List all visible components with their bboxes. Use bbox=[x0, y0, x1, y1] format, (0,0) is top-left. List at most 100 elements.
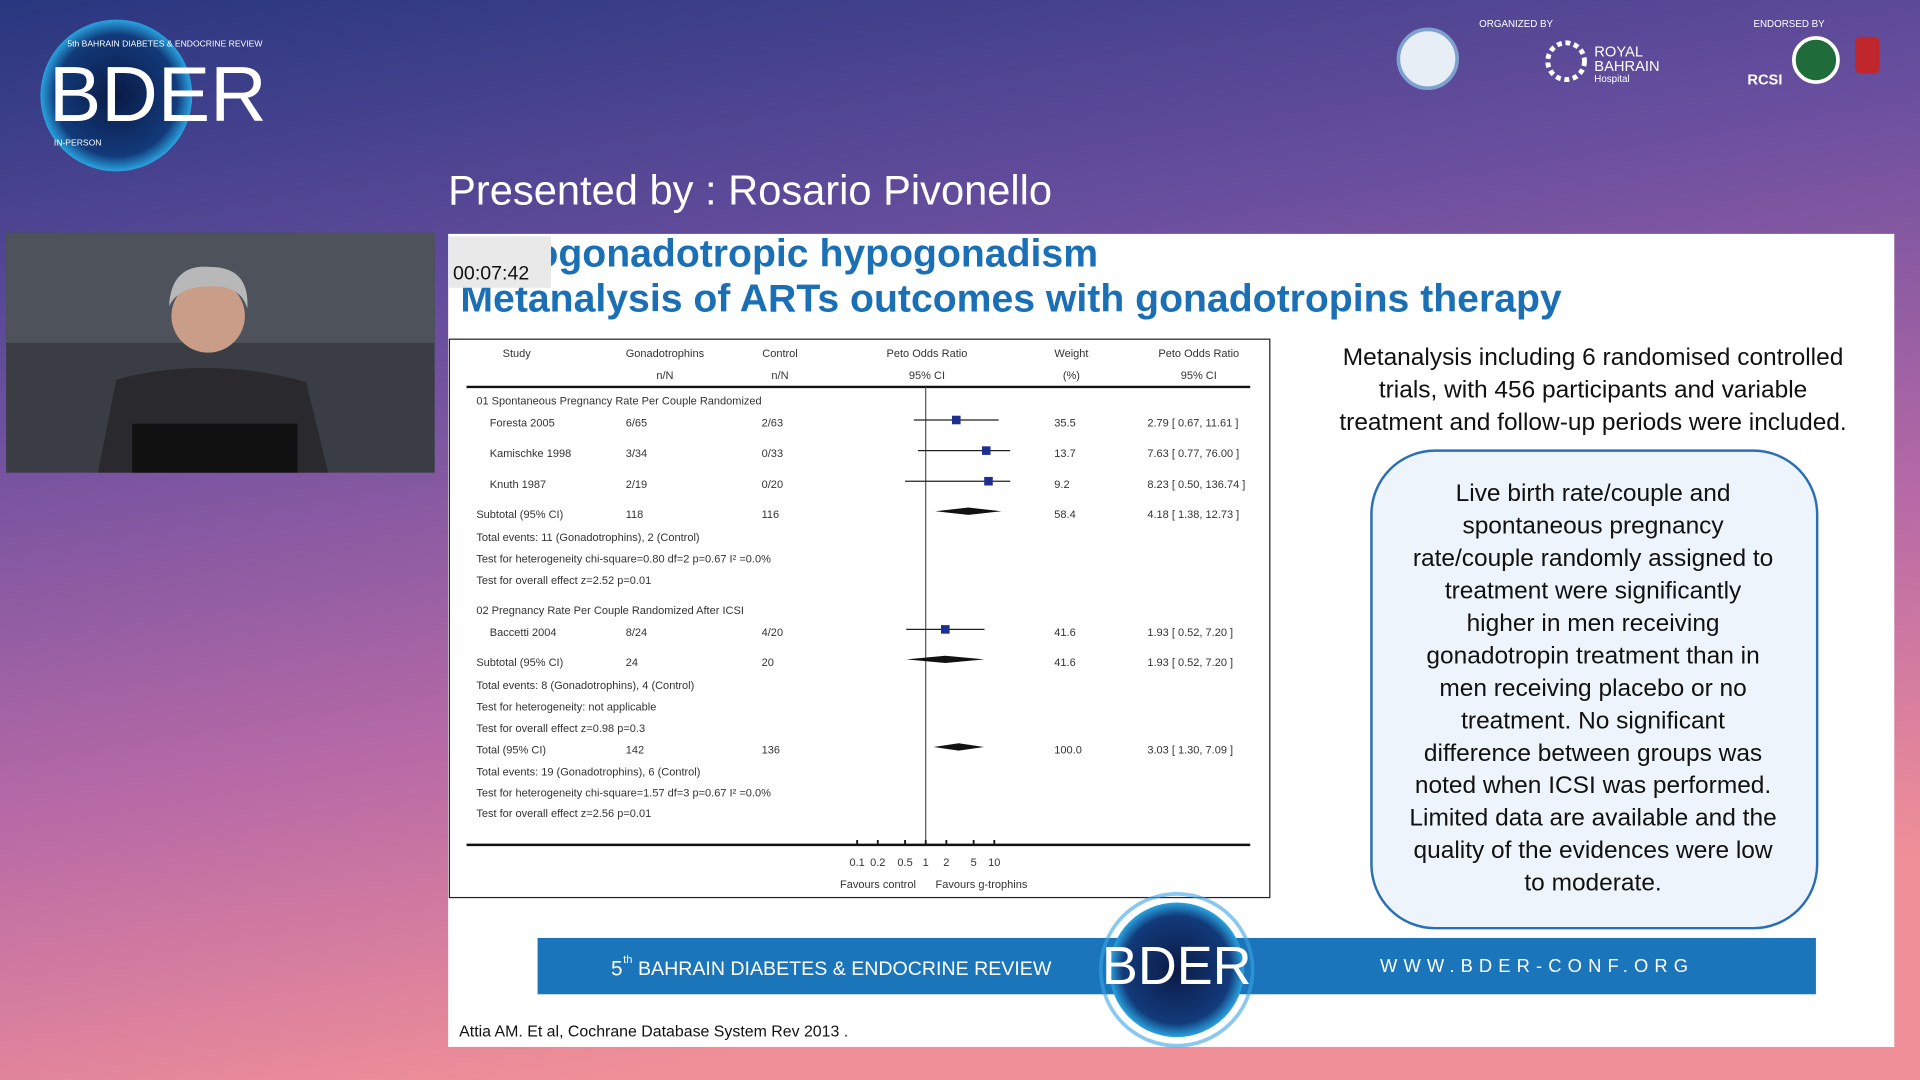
banner-glow bbox=[1098, 892, 1255, 1048]
conclusion-line: gonadotropin treatment than in bbox=[1426, 642, 1759, 669]
format: IN-PERSON bbox=[54, 138, 102, 148]
study-name: Subtotal (95% CI) bbox=[476, 509, 563, 521]
group-note: Total events: 11 (Gonadotrophins), 2 (Co… bbox=[476, 532, 699, 544]
conclusion-line: difference between groups was bbox=[1424, 740, 1762, 767]
control-count: 136 bbox=[762, 745, 780, 757]
group-note: Test for overall effect z=0.98 p=0.3 bbox=[476, 723, 645, 735]
total-note: Test for heterogeneity chi-square=1.57 d… bbox=[476, 787, 771, 799]
odds-ratio-label: 8.23 [ 0.50, 136.74 ] bbox=[1147, 479, 1245, 491]
total-note: Test for overall effect z=2.56 p=0.01 bbox=[476, 808, 651, 820]
odds-ratio-label: 1.93 [ 0.52, 7.20 ] bbox=[1147, 627, 1233, 639]
x-tick-label: 0.1 bbox=[849, 857, 864, 869]
timer: 00:07:42 bbox=[453, 262, 529, 284]
endorser-logo bbox=[1855, 36, 1880, 74]
hospital-name: BAHRAIN bbox=[1594, 59, 1659, 75]
treat-count: 24 bbox=[626, 657, 638, 669]
conclusion-line: treatment were significantly bbox=[1445, 578, 1742, 605]
forest-plot-frame bbox=[448, 338, 1271, 899]
banner-orb bbox=[1109, 902, 1245, 1038]
column-header: Peto Odds Ratio bbox=[1158, 348, 1239, 360]
study-name: Total (95% CI) bbox=[476, 745, 546, 757]
forest-plot: Study Gonadotrophins Control Peto Odds Rati… bbox=[466, 348, 1251, 891]
column-header: Control bbox=[762, 348, 798, 360]
summary-line: treatment and follow-up periods were inc… bbox=[1339, 409, 1846, 436]
treat-count: 2/19 bbox=[626, 479, 647, 491]
banner-suffix: th bbox=[623, 954, 632, 966]
citation: Attia AM. Et al, Cochrane Database Syste… bbox=[459, 1023, 848, 1040]
hospital-name: Hospital bbox=[1594, 74, 1629, 85]
logo-text: BDER bbox=[49, 50, 267, 138]
column-subheader: n/N bbox=[656, 370, 673, 382]
study-name: Subtotal (95% CI) bbox=[476, 657, 563, 669]
odds-ratio-point bbox=[951, 415, 961, 425]
treat-count: 118 bbox=[626, 509, 644, 521]
conclusion-line: to moderate. bbox=[1524, 870, 1661, 897]
conclusion-line: Live birth rate/couple and bbox=[1456, 480, 1731, 507]
slide-title: Metanalysis of ARTs outcomes with gonado… bbox=[460, 278, 1562, 321]
group-note: Test for overall effect z=2.52 p=0.01 bbox=[476, 575, 651, 587]
weight: 100.0 bbox=[1054, 745, 1082, 757]
banner-logo: BDER bbox=[1102, 936, 1252, 996]
plot-area bbox=[905, 415, 1011, 751]
banner-ordinal: 5 bbox=[611, 957, 623, 980]
endorser-logo bbox=[1792, 36, 1840, 84]
banner-name: BAHRAIN DIABETES & ENDOCRINE REVIEW bbox=[638, 958, 1052, 980]
treat-count: 8/24 bbox=[626, 627, 647, 639]
favours-right: Favours g-trophins bbox=[936, 879, 1028, 891]
hospital-name: ROYAL bbox=[1594, 45, 1643, 61]
weight: 35.5 bbox=[1054, 418, 1075, 430]
timer-box bbox=[448, 236, 552, 288]
hospital-logo bbox=[1545, 40, 1587, 83]
control-count: 0/33 bbox=[762, 448, 783, 460]
odds-ratio-point bbox=[984, 476, 993, 486]
odds-ratio-point bbox=[941, 625, 950, 634]
logo-orb bbox=[40, 19, 193, 172]
odds-ratio-label: 2.79 [ 0.67, 11.61 ] bbox=[1147, 418, 1238, 430]
weight: 41.6 bbox=[1054, 657, 1075, 669]
conclusion-line: rate/couple randomly assigned to bbox=[1413, 545, 1773, 572]
conclusion-box bbox=[1370, 449, 1819, 930]
study-name: Baccetti 2004 bbox=[490, 627, 557, 639]
weight: 41.6 bbox=[1054, 627, 1075, 639]
group-note: Test for heterogeneity chi-square=0.80 d… bbox=[476, 553, 771, 565]
x-tick-label: 0.5 bbox=[897, 857, 912, 869]
odds-ratio-label: 1.93 [ 0.52, 7.20 ] bbox=[1147, 657, 1233, 669]
odds-ratio-point bbox=[981, 446, 991, 455]
study-name: Knuth 1987 bbox=[490, 479, 546, 491]
presenter: Presented by : Rosario Pivonello bbox=[448, 166, 1052, 213]
conclusion: Live birth rate/couple and spontaneous pr… bbox=[1409, 480, 1776, 896]
weight: 9.2 bbox=[1054, 479, 1069, 491]
column-header: Peto Odds Ratio bbox=[887, 348, 968, 360]
control-count: 0/20 bbox=[762, 479, 783, 491]
favours-left: Favours control bbox=[840, 879, 916, 891]
group-heading: 01 Spontaneous Pregnancy Rate Per Couple… bbox=[476, 396, 761, 408]
study-name: Foresta 2005 bbox=[490, 418, 555, 430]
group-heading: 02 Pregnancy Rate Per Couple Randomized … bbox=[476, 605, 744, 617]
column-header: Weight bbox=[1054, 348, 1088, 360]
conclusion-line: men receiving placebo or no bbox=[1439, 675, 1746, 702]
conclusion-line: treatment. No significant bbox=[1461, 707, 1725, 734]
summary-line: Metanalysis including 6 randomised contr… bbox=[1343, 344, 1844, 371]
society-logo bbox=[1396, 27, 1459, 90]
odds-ratio-label: 4.18 [ 1.38, 12.73 ] bbox=[1147, 509, 1239, 521]
odds-ratio-label: 7.63 [ 0.77, 76.00 ] bbox=[1147, 448, 1239, 460]
column-subheader: (%) bbox=[1063, 370, 1080, 382]
speaker-hair bbox=[168, 266, 248, 309]
column-subheader: 95% CI bbox=[1181, 370, 1217, 382]
column-header: Gonadotrophins bbox=[626, 348, 705, 360]
lectern bbox=[132, 423, 298, 473]
endorser: RCSI bbox=[1747, 73, 1782, 89]
conclusion-line: higher in men receiving bbox=[1467, 610, 1720, 637]
x-tick-label: 1 bbox=[923, 857, 929, 869]
speaker-head bbox=[171, 279, 245, 353]
group-note: Test for heterogeneity: not applicable bbox=[476, 702, 656, 714]
endorsed-label: ENDORSED BY bbox=[1753, 19, 1825, 30]
x-tick-label: 2 bbox=[943, 857, 949, 869]
conclusion-line: quality of the evidences were low bbox=[1414, 837, 1773, 864]
pooled-diamond bbox=[935, 507, 1002, 515]
column-subheader: 95% CI bbox=[909, 370, 945, 382]
control-count: 20 bbox=[762, 657, 774, 669]
column-header: Study bbox=[503, 348, 532, 360]
x-tick-label: 5 bbox=[971, 857, 977, 869]
